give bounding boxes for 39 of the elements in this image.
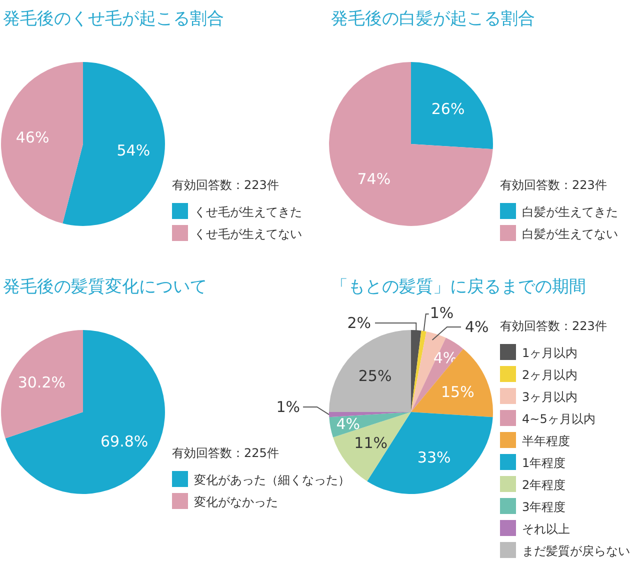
data-label: 15% xyxy=(440,382,474,401)
legend-label: 白髪が生えてきた xyxy=(522,205,618,219)
legend-label: 半年程度 xyxy=(522,434,570,448)
text: 有効回答数：223件 xyxy=(500,178,607,192)
data-label: 1% xyxy=(430,304,454,322)
data-label: 25% xyxy=(358,367,392,386)
data-label: 54% xyxy=(116,141,150,160)
legend-label: くせ毛が生えてない xyxy=(194,227,302,241)
data-label: 2% xyxy=(347,314,371,332)
text: 有効回答数：225件 xyxy=(172,446,279,460)
legend-label: 1ヶ月以内 xyxy=(522,346,578,360)
legend-label: それ以上 xyxy=(522,522,570,536)
chart-title: 発毛後の白髪が起こる割合 xyxy=(331,9,535,29)
data-label: 30.2% xyxy=(18,373,66,392)
chart-title: 発毛後の髪質変化について xyxy=(3,277,207,297)
legend-label: 4~5ヶ月以内 xyxy=(522,412,596,426)
data-label: 4% xyxy=(336,414,360,433)
chart-title: 発毛後のくせ毛が起こる割合 xyxy=(3,9,224,29)
legend-label: まだ髪質が戻らない xyxy=(522,544,630,558)
data-label: 11% xyxy=(354,434,388,452)
data-label: 26% xyxy=(431,100,465,118)
text: 有効回答数：223件 xyxy=(500,319,607,333)
data-label: 1% xyxy=(276,398,300,416)
legend-label: 1年程度 xyxy=(522,456,566,470)
legend-label: 白髪が生えてない xyxy=(522,227,618,241)
legend-label: 変化があった（細くなった） xyxy=(194,473,350,487)
chart-title: 「もとの髪質」に戻るまでの期間 xyxy=(331,277,586,297)
data-label: 4% xyxy=(465,318,489,336)
text: 有効回答数：223件 xyxy=(172,178,279,192)
legend-label: 変化がなかった xyxy=(194,495,278,509)
legend-label: 2年程度 xyxy=(522,478,566,492)
legend-label: 3ヶ月以内 xyxy=(522,390,578,404)
data-label: 46% xyxy=(16,128,50,147)
legend-label: 3年程度 xyxy=(522,500,566,514)
legend-label: くせ毛が生えてきた xyxy=(194,205,302,219)
data-label: 33% xyxy=(417,448,451,466)
data-label: 69.8% xyxy=(100,432,148,451)
data-label: 74% xyxy=(357,170,391,188)
legend-label: 2ヶ月以内 xyxy=(522,368,578,382)
